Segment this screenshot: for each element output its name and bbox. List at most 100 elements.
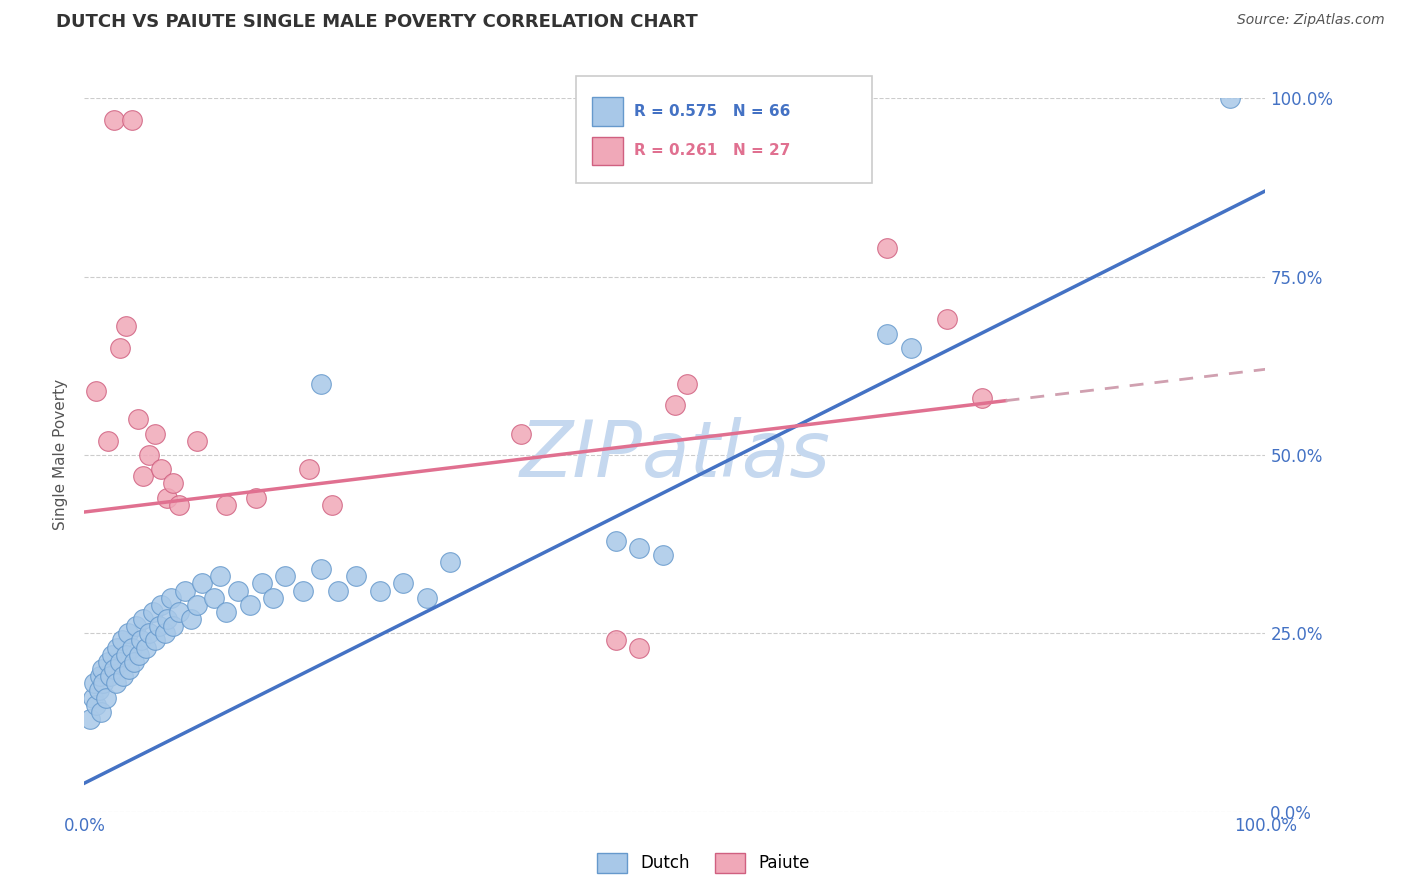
Point bbox=[153, 626, 176, 640]
Point bbox=[132, 469, 155, 483]
Point bbox=[114, 319, 136, 334]
Text: R = 0.261   N = 27: R = 0.261 N = 27 bbox=[634, 144, 790, 159]
Point bbox=[111, 633, 134, 648]
Point bbox=[150, 462, 173, 476]
Point bbox=[159, 591, 181, 605]
Point bbox=[91, 662, 114, 676]
Point bbox=[127, 412, 149, 426]
Point bbox=[107, 640, 129, 655]
Point bbox=[226, 583, 249, 598]
Legend: Dutch, Paiute: Dutch, Paiute bbox=[591, 847, 815, 880]
Point bbox=[118, 662, 141, 676]
Point bbox=[605, 633, 627, 648]
Point bbox=[162, 476, 184, 491]
Point bbox=[392, 576, 415, 591]
Point bbox=[84, 384, 107, 398]
Text: DUTCH VS PAIUTE SINGLE MALE POVERTY CORRELATION CHART: DUTCH VS PAIUTE SINGLE MALE POVERTY CORR… bbox=[56, 13, 697, 31]
Point bbox=[108, 341, 131, 355]
Point bbox=[143, 633, 166, 648]
Point bbox=[121, 640, 143, 655]
Point bbox=[900, 341, 922, 355]
Point bbox=[122, 655, 145, 669]
Point bbox=[239, 598, 262, 612]
Point bbox=[142, 605, 165, 619]
Point bbox=[328, 583, 350, 598]
Point bbox=[970, 391, 993, 405]
Point bbox=[97, 655, 120, 669]
Point bbox=[416, 591, 439, 605]
Point bbox=[439, 555, 461, 569]
Point bbox=[368, 583, 391, 598]
Point bbox=[605, 533, 627, 548]
Point bbox=[628, 541, 651, 555]
Point bbox=[250, 576, 273, 591]
Point bbox=[876, 241, 898, 255]
Point bbox=[274, 569, 297, 583]
Point bbox=[628, 640, 651, 655]
Text: R = 0.575   N = 66: R = 0.575 N = 66 bbox=[634, 104, 790, 120]
Point bbox=[180, 612, 202, 626]
Point bbox=[186, 434, 208, 448]
Point bbox=[156, 491, 179, 505]
Point bbox=[664, 398, 686, 412]
Point bbox=[128, 648, 150, 662]
Point bbox=[94, 690, 117, 705]
Point bbox=[935, 312, 957, 326]
Point bbox=[675, 376, 697, 391]
Point bbox=[98, 669, 121, 683]
Point bbox=[309, 562, 332, 576]
Point bbox=[1219, 91, 1241, 105]
Point bbox=[79, 712, 101, 726]
Point bbox=[84, 698, 107, 712]
Point bbox=[97, 434, 120, 448]
Point bbox=[90, 705, 112, 719]
Text: ZIPatlas: ZIPatlas bbox=[519, 417, 831, 493]
Point bbox=[150, 598, 173, 612]
Point bbox=[103, 662, 125, 676]
Point bbox=[148, 619, 170, 633]
Point bbox=[298, 462, 321, 476]
Point bbox=[167, 498, 190, 512]
Point bbox=[108, 655, 131, 669]
Point bbox=[83, 676, 105, 690]
Point bbox=[156, 612, 179, 626]
Point bbox=[129, 633, 152, 648]
Point bbox=[112, 669, 135, 683]
Text: Source: ZipAtlas.com: Source: ZipAtlas.com bbox=[1237, 13, 1385, 28]
Point bbox=[652, 548, 675, 562]
Y-axis label: Single Male Poverty: Single Male Poverty bbox=[53, 379, 69, 531]
Point bbox=[510, 426, 533, 441]
Point bbox=[209, 569, 232, 583]
Point bbox=[103, 112, 125, 127]
Point bbox=[309, 376, 332, 391]
Point bbox=[132, 612, 155, 626]
Point bbox=[135, 640, 157, 655]
Point bbox=[100, 648, 122, 662]
Point bbox=[114, 648, 136, 662]
Point bbox=[215, 498, 238, 512]
Point bbox=[87, 683, 110, 698]
Point bbox=[82, 690, 104, 705]
Point bbox=[186, 598, 208, 612]
Point bbox=[143, 426, 166, 441]
Point bbox=[291, 583, 314, 598]
Point bbox=[245, 491, 267, 505]
Point bbox=[91, 676, 114, 690]
Point bbox=[105, 676, 128, 690]
Point bbox=[173, 583, 195, 598]
Point bbox=[876, 326, 898, 341]
Point bbox=[321, 498, 343, 512]
Point bbox=[138, 448, 160, 462]
Point bbox=[344, 569, 367, 583]
Point bbox=[215, 605, 238, 619]
Point bbox=[89, 669, 111, 683]
Point bbox=[125, 619, 148, 633]
Point bbox=[117, 626, 139, 640]
Point bbox=[167, 605, 190, 619]
Point bbox=[262, 591, 284, 605]
Point bbox=[202, 591, 225, 605]
Point bbox=[138, 626, 160, 640]
Point bbox=[162, 619, 184, 633]
Point bbox=[121, 112, 143, 127]
Point bbox=[191, 576, 214, 591]
